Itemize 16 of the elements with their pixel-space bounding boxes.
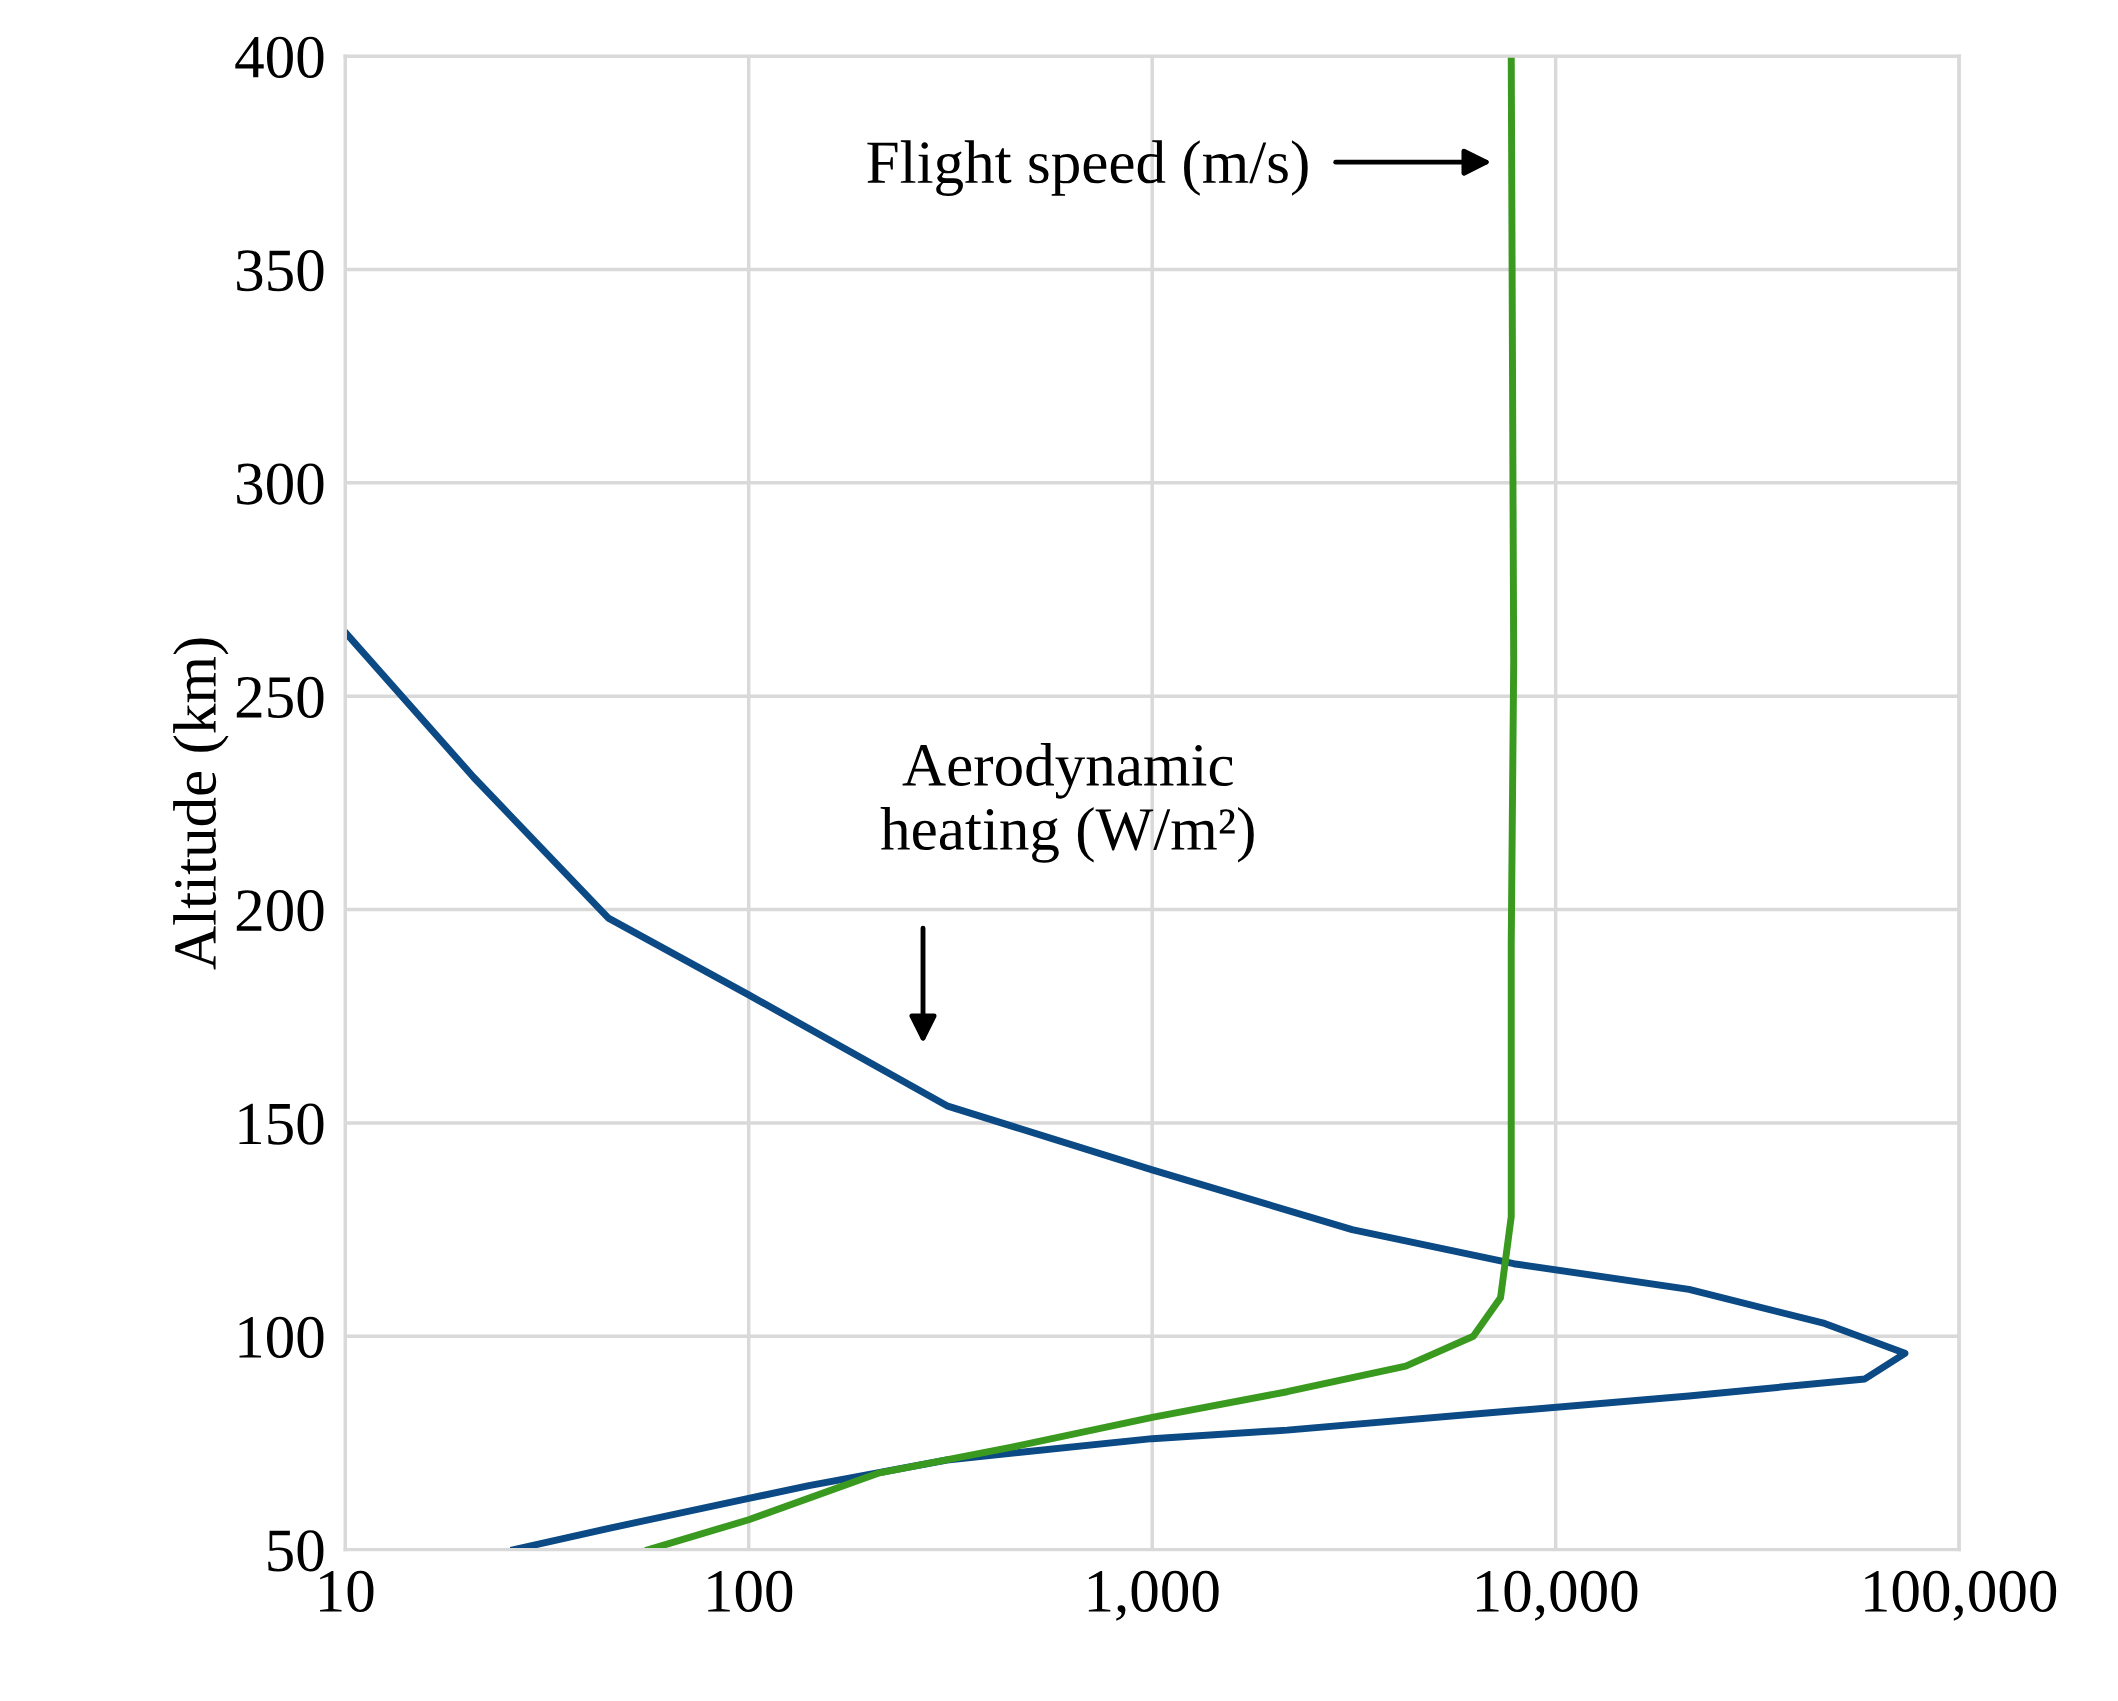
y-tick-label: 150 xyxy=(239,1103,324,1145)
x-tick-label: 10 xyxy=(320,1570,374,1613)
annotation: Flight speed (m/s) xyxy=(867,140,1308,196)
y-tick-label: 350 xyxy=(237,250,324,292)
y-tick-label: 50 xyxy=(268,1530,324,1572)
y-tick-label: 100 xyxy=(239,1316,324,1359)
y-tick-label: 400 xyxy=(235,36,324,78)
y-tick-label: 200 xyxy=(236,890,324,932)
x-tick-label: 100,000 xyxy=(1865,1570,2057,1621)
x-tick-label: 100 xyxy=(708,1570,793,1613)
x-tick-label: 1,000 xyxy=(1088,1570,1219,1621)
y-tick-label: 250 xyxy=(236,676,324,718)
y-tick-label: 300 xyxy=(237,463,324,505)
x-tick-label: 10,000 xyxy=(1477,1570,1638,1621)
y-axis-title: Altitude (km) xyxy=(173,638,229,970)
annotation: Aerodynamic heating (W/m²) xyxy=(880,743,1254,863)
